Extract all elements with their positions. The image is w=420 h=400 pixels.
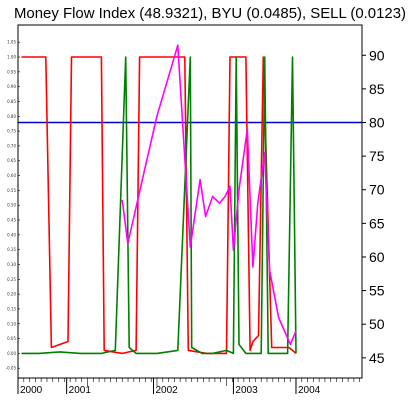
left-axis-tick-label: 0.70 — [7, 143, 16, 148]
x-axis-tick-label: 2001 — [69, 385, 92, 396]
right-axis-tick-label: 70 — [369, 182, 385, 198]
left-axis-tick-label: 0.10 — [7, 321, 16, 326]
left-axis-tick-label: 0.15 — [7, 306, 16, 311]
left-axis-tick-label: 1.05 — [7, 40, 16, 45]
right-axis-tick-label: 45 — [369, 350, 385, 366]
x-axis: 2000 2001 2002 2003 2004 — [17, 378, 360, 396]
left-axis-tick-label: 0.05 — [7, 336, 16, 341]
right-axis-tick-label: 90 — [369, 47, 385, 63]
right-axis: 45 50 55 60 65 70 75 80 85 90 — [362, 47, 385, 366]
x-axis-tick-label: 2000 — [20, 385, 43, 396]
left-axis-tick-label: 0.75 — [7, 129, 16, 134]
left-axis-tick-label: 0.25 — [7, 277, 16, 282]
right-axis-tick-label: 65 — [369, 215, 385, 231]
x-axis-tick-label: 2004 — [298, 385, 321, 396]
left-axis-tick-label: 0.65 — [7, 158, 16, 163]
left-axis-tick-label: 0.40 — [7, 232, 16, 237]
left-axis-tick-label: 0.90 — [7, 84, 16, 89]
left-axis-tick-label: 0.35 — [7, 247, 16, 252]
right-axis-tick-label: 50 — [369, 316, 385, 332]
sell-signal-line — [21, 56, 297, 355]
left-axis-tick-label: 0.45 — [7, 218, 16, 223]
left-axis-tick-label: 0.80 — [7, 114, 16, 119]
left-axis-tick-label: 1.00 — [7, 55, 16, 60]
right-axis-tick-label: 85 — [369, 81, 385, 97]
series-layer — [21, 44, 297, 355]
left-axis-tick-label: 0.20 — [7, 292, 16, 297]
x-axis-tick-label: 2002 — [156, 385, 179, 396]
left-axis-tick-label: 0.30 — [7, 262, 16, 267]
left-axis-tick-label: 0.95 — [7, 69, 16, 74]
right-axis-tick-label: 80 — [369, 114, 385, 130]
left-axis-tick-label: 0.85 — [7, 99, 16, 104]
left-axis-tick-label: 0.00 — [7, 351, 16, 356]
money-flow-index-line — [121, 44, 297, 346]
left-axis-tick-label: 0.50 — [7, 203, 16, 208]
left-axis-tick-label: 0.60 — [7, 173, 16, 178]
right-axis-tick-label: 75 — [369, 148, 385, 164]
left-axis-tick-label: 0.55 — [7, 188, 16, 193]
chart-title: Money Flow Index (48.9321), BYU (0.0485)… — [14, 5, 406, 22]
x-axis-tick-label: 2003 — [235, 385, 258, 396]
left-axis-tick-label: -0.05 — [6, 366, 17, 371]
right-axis-tick-label: 60 — [369, 249, 385, 265]
buy-signal-line — [21, 56, 297, 355]
plot-frame — [17, 24, 363, 379]
right-axis-tick-label: 55 — [369, 283, 385, 299]
